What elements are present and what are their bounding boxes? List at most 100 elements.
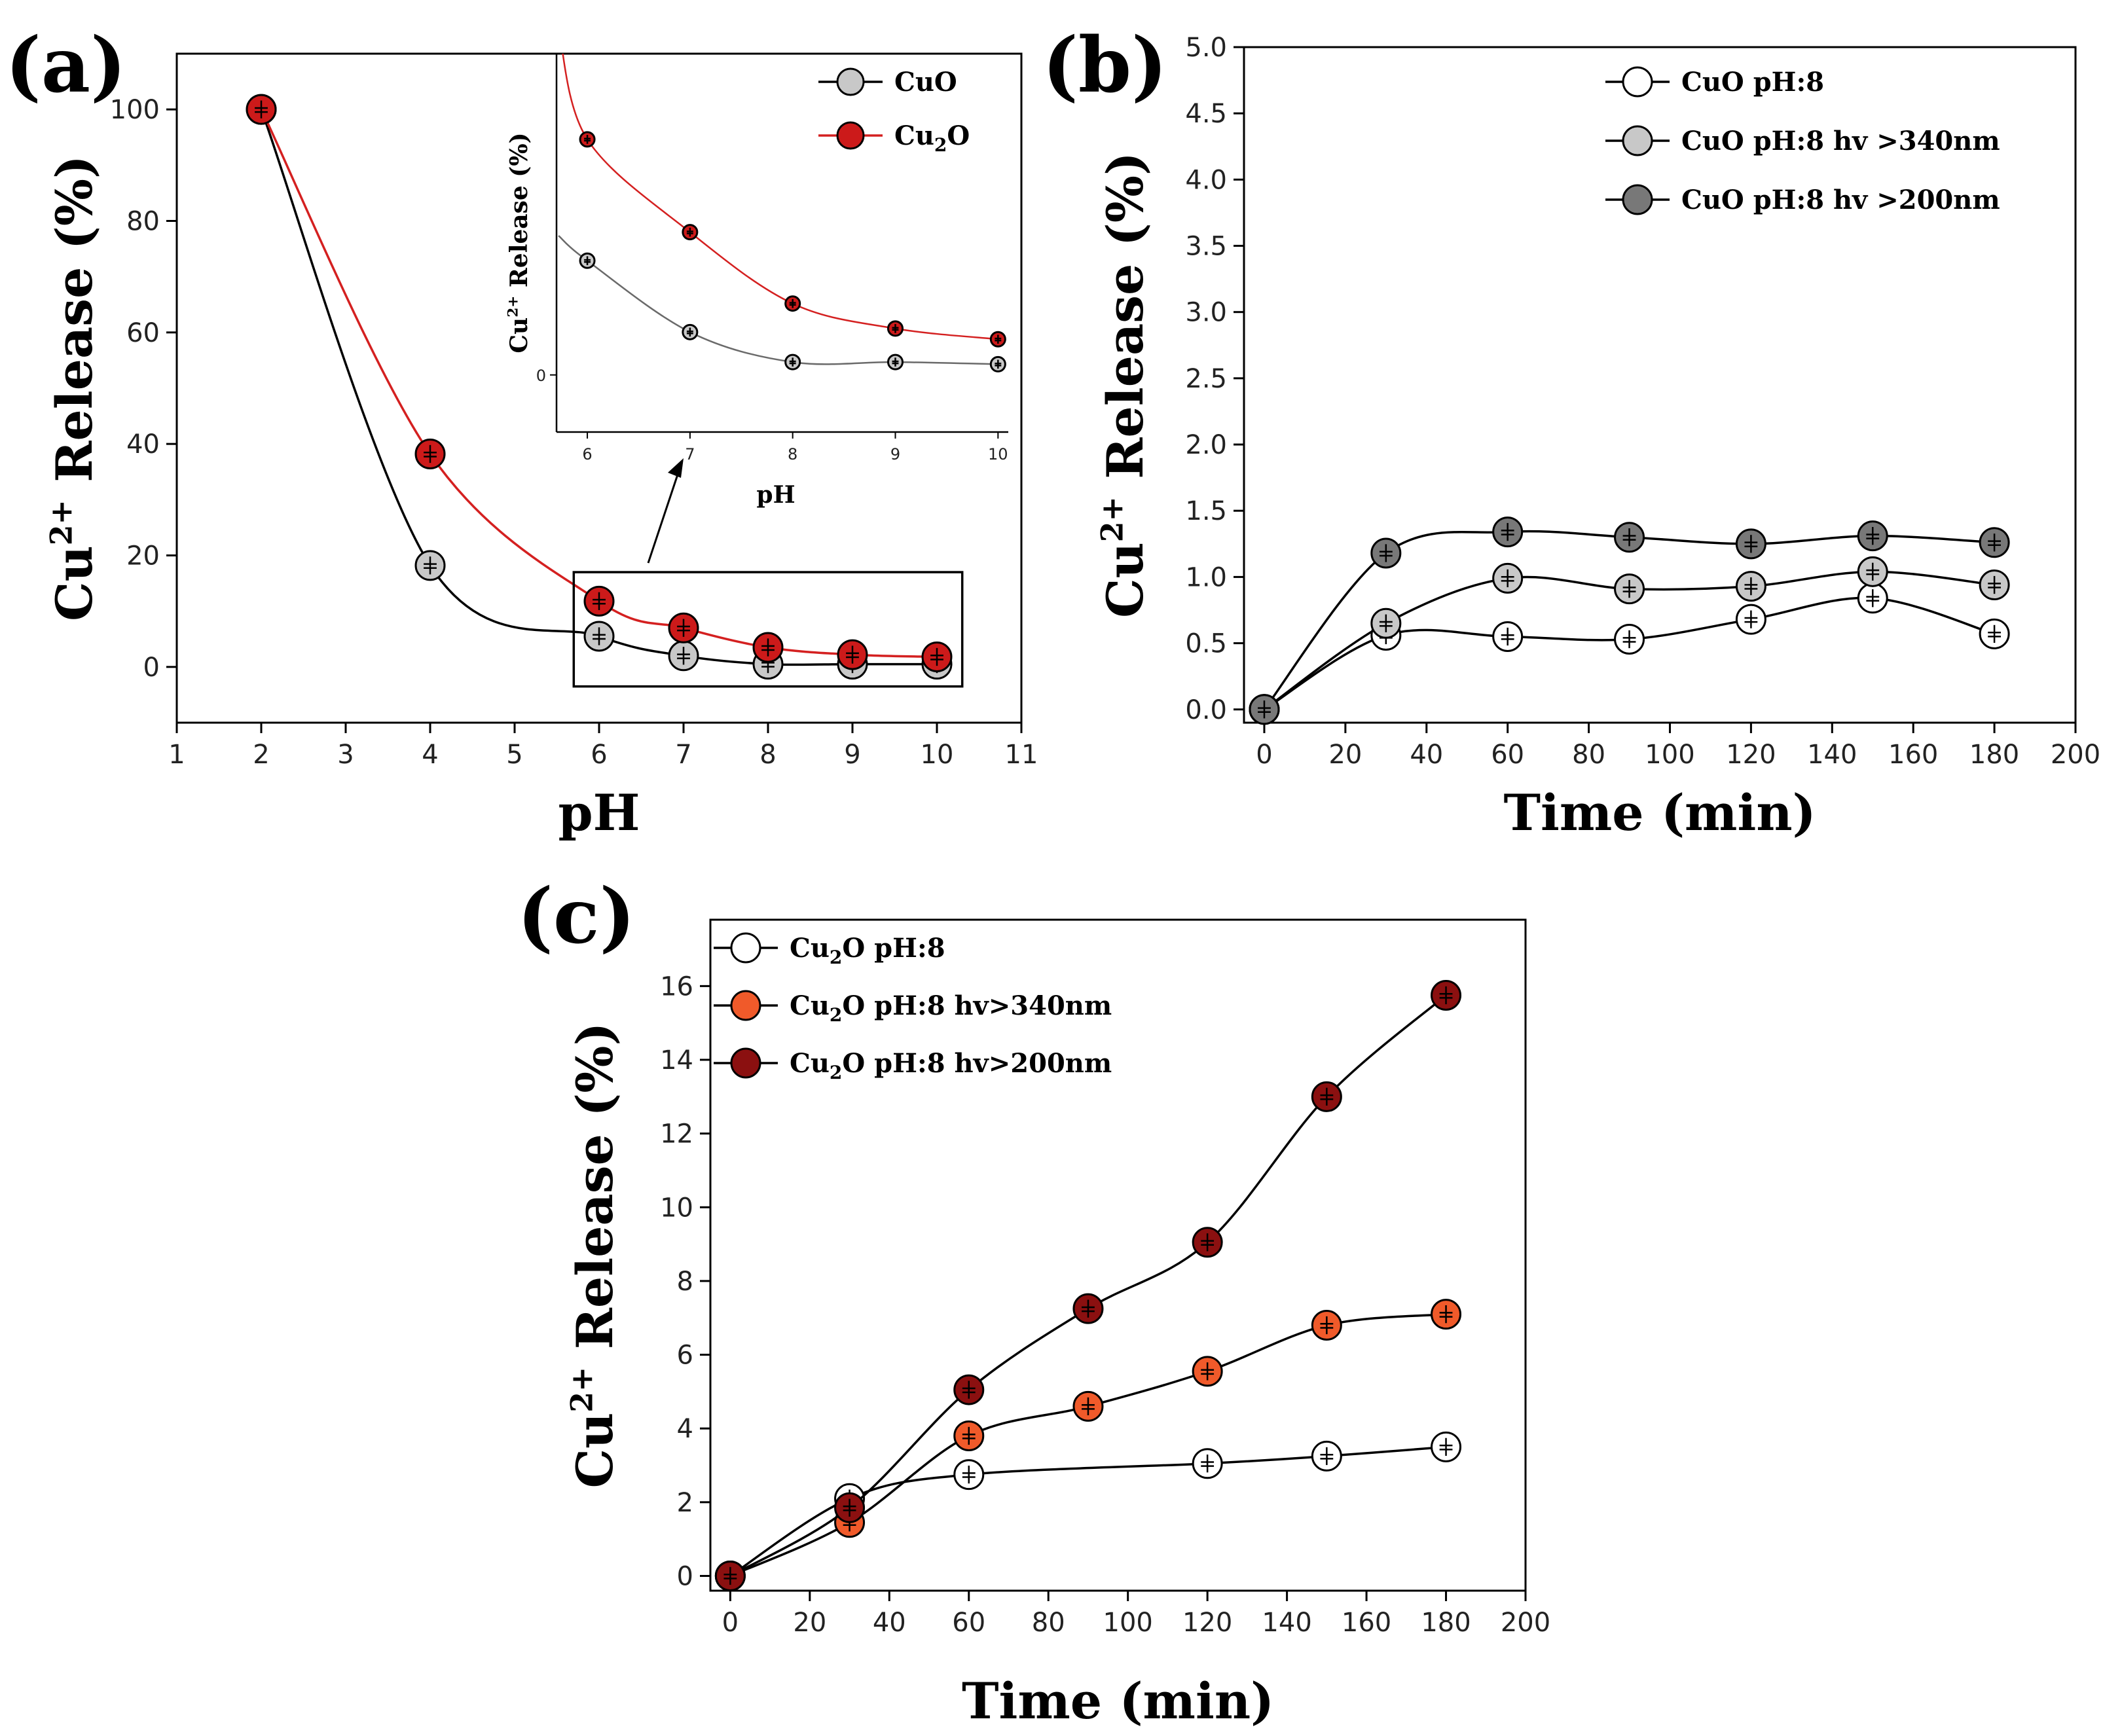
data-point [1492,516,1524,548]
x-tick-label: 2 [253,740,269,770]
y-tick-label: 2 [677,1488,693,1518]
legend-marker [730,1047,761,1079]
series-line-0 [260,109,937,666]
data-point [1072,1390,1104,1422]
inset-x-title: pH [756,481,795,509]
data-point [1192,1448,1223,1479]
y-tick-label: 6 [677,1341,693,1371]
x-tick-label: 60 [952,1608,985,1638]
x-tick-label: 140 [1807,740,1857,770]
x-tick-label: 40 [873,1608,906,1638]
inset-x-tick-label: 9 [890,445,900,463]
inset-y-title: Cu2+ Release (%) [505,132,533,353]
y-tick-label: 100 [110,95,160,125]
x-tick-label: 200 [2051,740,2100,770]
y-tick-label: 12 [660,1119,693,1149]
data-point [837,639,868,670]
legend-label: CuO pH:8 [1681,67,1824,98]
y-axis-title: Cu2+ Release (%) [1095,152,1154,618]
data-point [1192,1356,1223,1387]
y-tick-label: 1.5 [1185,496,1227,526]
inset-data-point [579,252,596,269]
x-axis-title: pH [558,784,640,842]
y-tick-label: 4.0 [1185,165,1227,195]
y-tick-label: 14 [660,1045,693,1076]
y-tick-label: 0 [143,653,160,683]
data-point [1857,520,1888,552]
legend-marker [1622,125,1653,156]
x-tick-label: 3 [337,740,354,770]
x-tick-label: 100 [1103,1608,1153,1638]
y-tick-label: 2.0 [1185,430,1227,460]
x-tick-label: 140 [1262,1608,1311,1638]
legend-label: Cu2O [894,120,970,156]
data-point [953,1374,985,1405]
inset-data-point [784,353,801,371]
inset-x-tick-label: 10 [988,445,1008,463]
inset-data-point [579,131,596,148]
x-tick-label: 6 [591,740,607,770]
x-tick-label: 180 [1969,740,2019,770]
data-point [1979,618,2010,649]
data-point [1311,1081,1342,1112]
x-tick-label: 60 [1491,740,1524,770]
inset-data-point [682,224,699,241]
x-tick-label: 80 [1032,1608,1065,1638]
data-point [1370,607,1402,639]
x-tick-label: 1 [168,740,185,770]
x-tick-label: 80 [1572,740,1605,770]
legend-marker [1622,184,1653,215]
data-point [1311,1440,1342,1472]
inset-series-line-0 [558,235,998,365]
legend-marker [730,990,761,1021]
panel-label: (c) [517,872,635,961]
inset-y-tick-label: 0 [536,367,546,385]
zoom-arrow-head [668,458,684,478]
data-point [953,1459,985,1491]
data-point [1735,528,1766,560]
inset-data-point [887,353,904,371]
x-tick-label: 0 [722,1608,739,1638]
data-point [1492,621,1524,652]
data-point [1979,570,2010,601]
y-tick-label: 5.0 [1185,33,1227,63]
data-point [1249,694,1280,725]
data-point [1431,1299,1462,1330]
x-tick-label: 20 [1328,740,1362,770]
data-point [668,640,699,672]
y-tick-label: 0.0 [1185,695,1227,725]
legend-label: CuO [894,67,957,98]
y-tick-label: 20 [126,541,160,571]
y-tick-label: 2.5 [1185,364,1227,394]
data-point [1979,527,2010,558]
legend-label: Cu2O pH:8 hv>200nm [790,1048,1112,1083]
data-point [246,94,277,125]
data-point [1311,1310,1342,1341]
data-point [921,642,953,673]
zoom-arrow [647,464,682,564]
x-tick-label: 120 [1726,740,1776,770]
legend-marker [1622,66,1653,98]
data-point [752,632,784,663]
x-axis-title: Time (min) [962,1672,1274,1730]
inset-x-tick-label: 7 [685,445,695,463]
data-point [583,621,615,652]
y-tick-label: 16 [660,971,693,1002]
data-point [583,585,615,617]
inset-data-point [989,331,1006,348]
y-tick-label: 4.5 [1185,99,1227,129]
x-tick-label: 100 [1645,740,1694,770]
legend-label: Cu2O pH:8 [790,933,945,968]
plot-frame [709,918,1527,1592]
inset-data-point [682,323,699,340]
y-tick-label: 10 [660,1193,693,1223]
x-tick-label: 0 [1256,740,1272,770]
x-tick-label: 160 [1888,740,1938,770]
data-point [1192,1227,1223,1258]
y-tick-label: 0 [677,1561,693,1591]
data-point [1614,573,1645,605]
x-tick-label: 180 [1421,1608,1471,1638]
data-point [1857,556,1888,587]
data-point [1614,522,1645,553]
